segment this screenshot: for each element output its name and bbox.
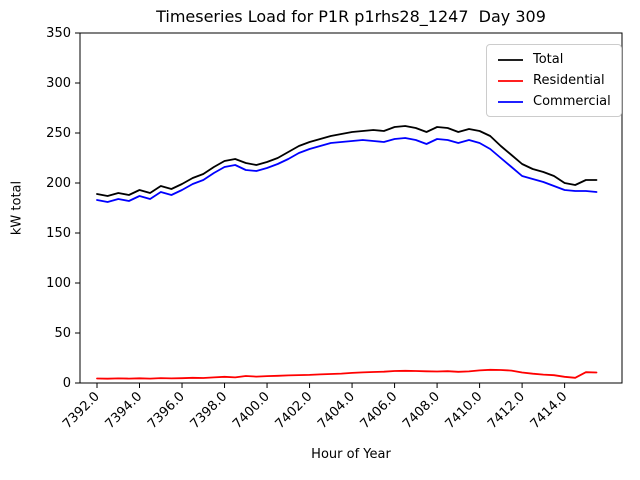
- legend: Total Residential Commercial: [486, 44, 622, 117]
- x-tick-label: 7396.0: [145, 389, 188, 432]
- y-tick-label: 100: [46, 276, 71, 291]
- x-tick-label: 7410.0: [443, 389, 486, 432]
- y-axis-label: kW total: [9, 180, 25, 236]
- y-tick-label: 150: [46, 226, 71, 241]
- legend-label-commercial: Commercial: [533, 94, 611, 109]
- legend-entry-residential: Residential: [497, 73, 611, 88]
- x-tick-label: 7406.0: [358, 389, 401, 432]
- x-tick-label: 7398.0: [188, 389, 231, 432]
- legend-entry-total: Total: [497, 52, 611, 67]
- x-tick-label: 7402.0: [273, 389, 316, 432]
- x-tick-label: 7392.0: [60, 389, 103, 432]
- y-tick-label: 0: [63, 376, 71, 391]
- line-commercial: [96, 137, 598, 203]
- x-tick-label: 7408.0: [400, 389, 443, 432]
- x-tick-label: 7404.0: [315, 389, 358, 432]
- legend-label-total: Total: [533, 52, 564, 67]
- y-tick-label: 200: [46, 176, 71, 191]
- x-tick-label: 7394.0: [103, 389, 146, 432]
- legend-entry-commercial: Commercial: [497, 94, 611, 109]
- y-tick-label: 300: [46, 76, 71, 91]
- x-tick-label: 7414.0: [528, 389, 571, 432]
- legend-line-swatch-icon: [498, 58, 523, 61]
- x-tick-label: 7400.0: [230, 389, 273, 432]
- x-tick-label: 7412.0: [485, 389, 528, 432]
- y-tick-label: 250: [46, 126, 71, 141]
- legend-line-swatch-icon: [498, 100, 523, 103]
- x-axis-label: Hour of Year: [311, 447, 391, 462]
- line-residential: [96, 368, 598, 380]
- chart-title: Timeseries Load for P1R p1rhs28_1247 Day…: [156, 7, 546, 26]
- y-tick-label: 350: [46, 26, 71, 41]
- axes-frame: [79, 32, 623, 384]
- line-total: [96, 125, 598, 197]
- legend-label-residential: Residential: [533, 73, 605, 88]
- y-tick-label: 50: [54, 326, 71, 341]
- legend-line-swatch-icon: [498, 79, 523, 82]
